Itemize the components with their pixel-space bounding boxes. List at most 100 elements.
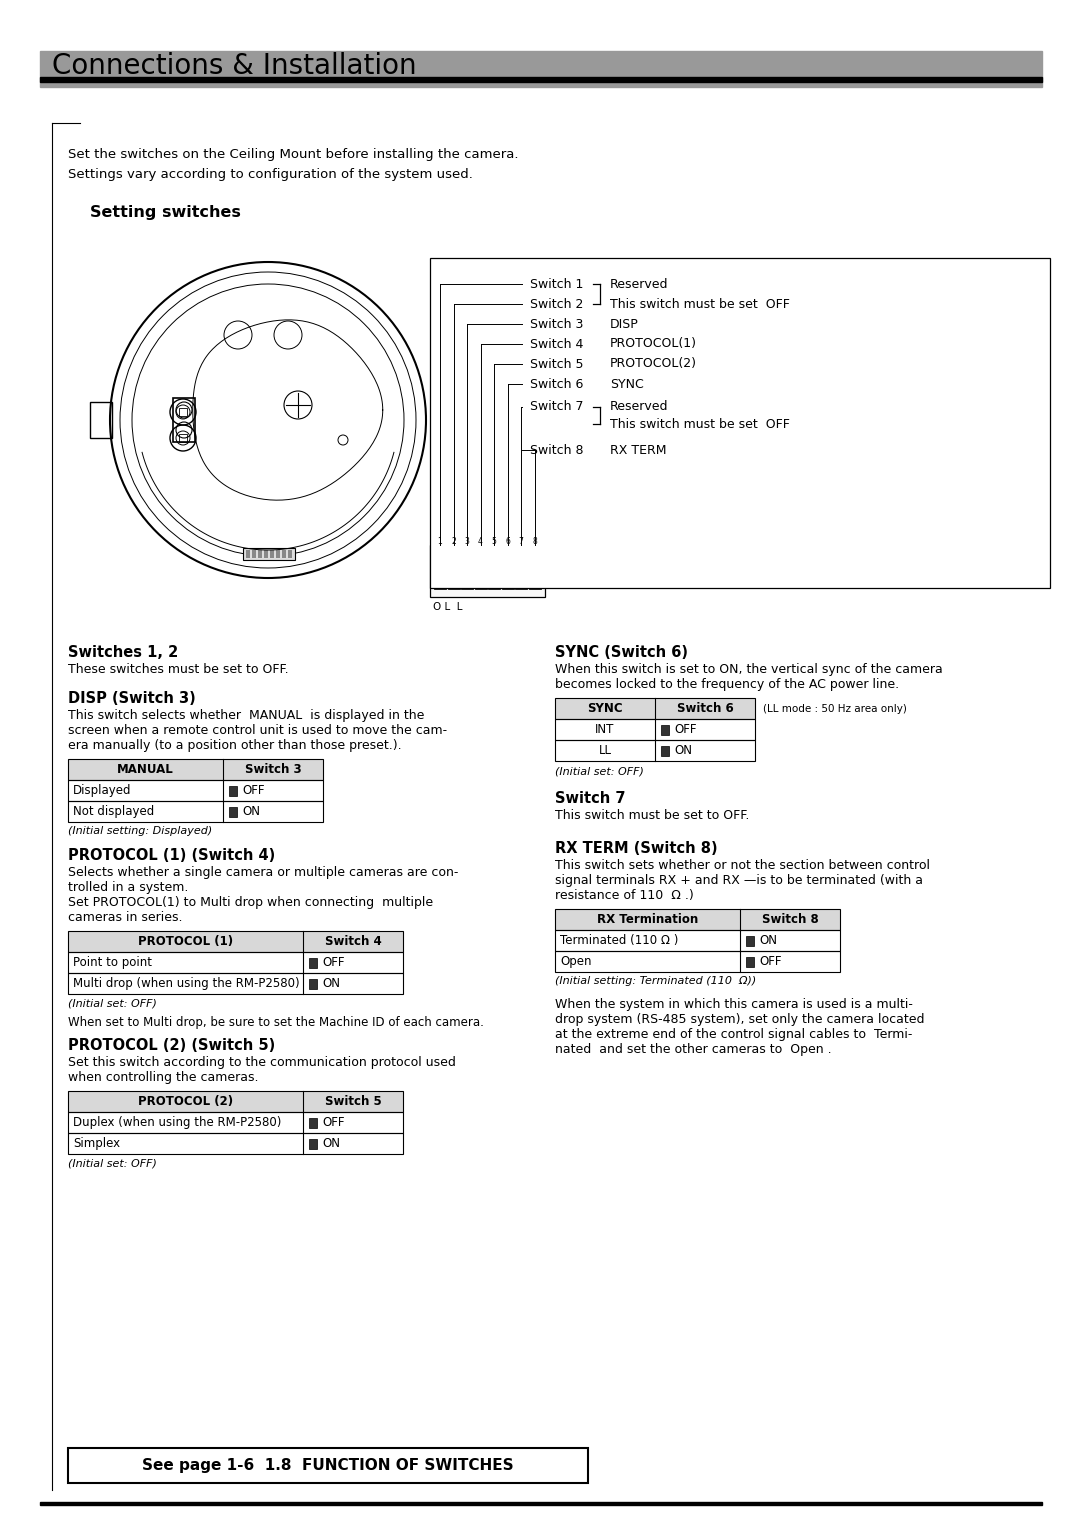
Text: Switch 8: Switch 8 xyxy=(530,443,583,457)
Text: Settings vary according to configuration of the system used.: Settings vary according to configuration… xyxy=(68,168,473,180)
Text: When set to Multi drop, be sure to set the Machine ID of each camera.: When set to Multi drop, be sure to set t… xyxy=(68,1016,484,1028)
Text: ON: ON xyxy=(322,976,340,990)
Text: signal terminals RX + and RX —is to be terminated (with a: signal terminals RX + and RX —is to be t… xyxy=(555,874,923,886)
Text: ON: ON xyxy=(322,1137,340,1151)
Text: trolled in a system.: trolled in a system. xyxy=(68,882,188,894)
Bar xyxy=(475,575,486,587)
Text: 2: 2 xyxy=(451,538,456,547)
Bar xyxy=(68,1132,403,1154)
Text: Setting switches: Setting switches xyxy=(90,205,241,220)
Text: DISP: DISP xyxy=(610,318,638,330)
Text: 8: 8 xyxy=(532,538,537,547)
Bar xyxy=(488,558,500,588)
Text: PROTOCOL (1): PROTOCOL (1) xyxy=(138,935,233,947)
Text: nated  and set the other cameras to  Open .: nated and set the other cameras to Open … xyxy=(555,1044,832,1056)
Bar xyxy=(309,958,318,967)
Text: Switch 7: Switch 7 xyxy=(555,792,625,805)
Text: Set PROTOCOL(1) to Multi drop when connecting  multiple: Set PROTOCOL(1) to Multi drop when conne… xyxy=(68,895,433,909)
Text: This switch must be set  OFF: This switch must be set OFF xyxy=(610,417,789,431)
Bar xyxy=(229,807,237,816)
Text: 6: 6 xyxy=(505,538,510,547)
Text: PROTOCOL(1): PROTOCOL(1) xyxy=(610,338,697,350)
Text: MANUAL: MANUAL xyxy=(117,762,174,776)
Text: O L  L: O L L xyxy=(433,602,462,613)
Text: When this switch is set to ON, the vertical sync of the camera: When this switch is set to ON, the verti… xyxy=(555,663,943,675)
Text: RX TERM: RX TERM xyxy=(610,443,666,457)
Text: Switch 5: Switch 5 xyxy=(530,358,583,370)
Text: Simplex: Simplex xyxy=(73,1137,120,1151)
Text: DISP (Switch 3): DISP (Switch 3) xyxy=(68,691,195,706)
Text: Displayed: Displayed xyxy=(73,784,132,798)
Bar xyxy=(68,1091,403,1112)
Bar xyxy=(555,698,755,720)
Bar xyxy=(309,1138,318,1149)
Bar xyxy=(555,931,840,950)
Text: OFF: OFF xyxy=(322,957,345,969)
Bar xyxy=(555,720,755,740)
Text: Reserved: Reserved xyxy=(610,278,669,290)
Text: Terminated (110 Ω ): Terminated (110 Ω ) xyxy=(561,934,678,947)
Text: OFF: OFF xyxy=(759,955,782,969)
Bar xyxy=(68,973,403,995)
Bar xyxy=(528,558,540,588)
Text: Switch 5: Switch 5 xyxy=(325,1096,381,1108)
Text: SYNC: SYNC xyxy=(588,701,623,715)
Bar xyxy=(264,550,268,558)
Text: Switch 8: Switch 8 xyxy=(761,914,819,926)
Bar xyxy=(309,978,318,989)
Text: Multi drop (when using the RM-P2580): Multi drop (when using the RM-P2580) xyxy=(73,976,299,990)
Text: (Initial setting: Terminated (110  Ω)): (Initial setting: Terminated (110 Ω)) xyxy=(555,976,756,986)
Bar xyxy=(309,1117,318,1128)
Text: Point to point: Point to point xyxy=(73,957,152,969)
Text: OFF: OFF xyxy=(322,1115,345,1129)
Bar xyxy=(516,575,526,587)
Bar xyxy=(661,746,669,755)
Bar xyxy=(68,779,323,801)
Text: This switch selects whether  MANUAL  is displayed in the: This switch selects whether MANUAL is di… xyxy=(68,709,424,723)
Text: era manually (to a position other than those preset.).: era manually (to a position other than t… xyxy=(68,740,402,752)
Text: PROTOCOL (2) (Switch 5): PROTOCOL (2) (Switch 5) xyxy=(68,1038,275,1053)
Text: (LL mode : 50 Hz area only): (LL mode : 50 Hz area only) xyxy=(762,703,907,714)
Text: OFF: OFF xyxy=(242,784,265,798)
Bar xyxy=(68,759,323,779)
Text: ON: ON xyxy=(759,934,777,947)
Bar xyxy=(661,724,669,735)
Text: (Initial set: OFF): (Initial set: OFF) xyxy=(68,1158,157,1167)
Text: 7: 7 xyxy=(518,538,524,547)
Bar xyxy=(179,434,187,442)
Text: This switch sets whether or not the section between control: This switch sets whether or not the sect… xyxy=(555,859,930,872)
Bar xyxy=(430,258,1050,588)
Bar xyxy=(40,50,1042,87)
Text: 5: 5 xyxy=(491,538,497,547)
Bar xyxy=(276,550,280,558)
Bar xyxy=(173,397,195,442)
Text: Duplex (when using the RM-P2580): Duplex (when using the RM-P2580) xyxy=(73,1115,282,1129)
Bar xyxy=(243,549,295,559)
Text: Switch 4: Switch 4 xyxy=(325,935,381,947)
Text: Connections & Installation: Connections & Installation xyxy=(52,52,417,79)
Bar xyxy=(179,408,187,416)
Text: becomes locked to the frequency of the AC power line.: becomes locked to the frequency of the A… xyxy=(555,678,900,691)
Text: 1: 1 xyxy=(437,538,443,547)
Text: Selects whether a single camera or multiple cameras are con-: Selects whether a single camera or multi… xyxy=(68,866,458,879)
Text: (Initial set: OFF): (Initial set: OFF) xyxy=(555,766,644,776)
Bar xyxy=(252,550,256,558)
Text: 3: 3 xyxy=(464,538,470,547)
Text: cameras in series.: cameras in series. xyxy=(68,911,183,924)
Text: Switches 1, 2: Switches 1, 2 xyxy=(68,645,178,660)
Text: PROTOCOL(2): PROTOCOL(2) xyxy=(610,358,697,370)
Bar xyxy=(501,558,513,588)
Text: SYNC (Switch 6): SYNC (Switch 6) xyxy=(555,645,688,660)
Bar xyxy=(462,575,472,587)
Text: Set the switches on the Ceiling Mount before installing the camera.: Set the switches on the Ceiling Mount be… xyxy=(68,148,518,160)
Text: Switch 3: Switch 3 xyxy=(245,762,301,776)
Bar xyxy=(489,575,499,587)
Bar xyxy=(229,785,237,796)
Text: This switch must be set  OFF: This switch must be set OFF xyxy=(610,298,789,310)
Text: LL: LL xyxy=(598,744,611,756)
Bar xyxy=(68,952,403,973)
Bar xyxy=(447,558,459,588)
Text: Set this switch according to the communication protocol used: Set this switch according to the communi… xyxy=(68,1056,456,1070)
Text: This switch must be set to OFF.: This switch must be set to OFF. xyxy=(555,808,750,822)
Bar xyxy=(555,909,840,931)
